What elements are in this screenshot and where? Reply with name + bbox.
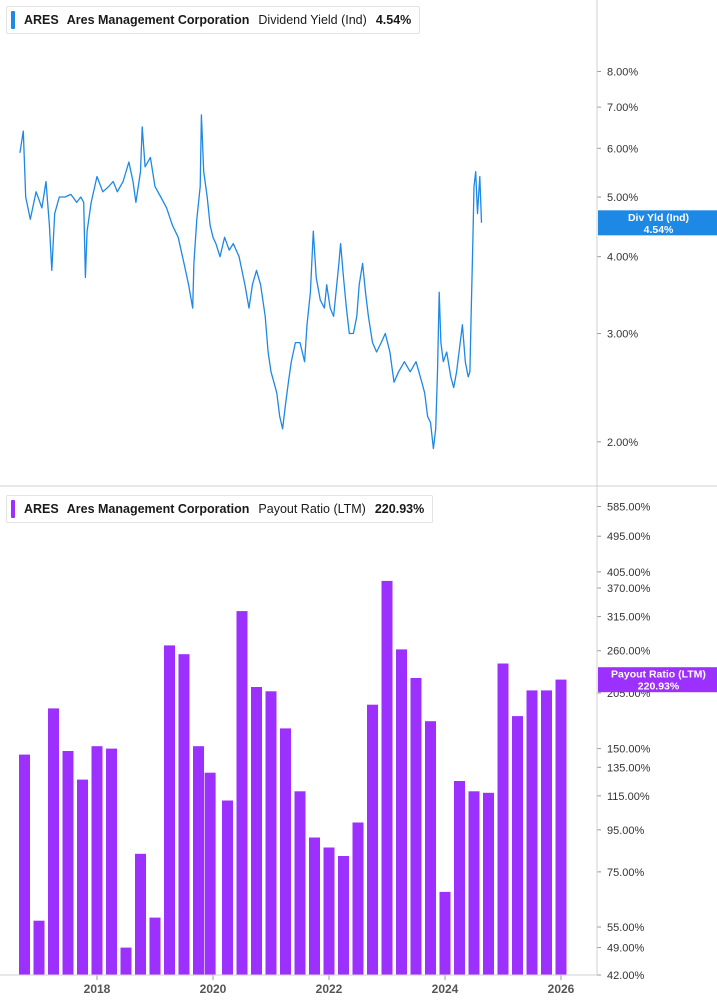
y-tick-label: 150.00% [607,744,651,756]
x-axis: 2018 2020 2022 2024 2026 [84,975,575,996]
payout-ratio-bar [204,772,216,975]
payout-ratio-bar [497,663,509,975]
payout-ratio-bar [381,580,393,975]
payout-ratio-bar [178,654,190,975]
y-tick-label: 495.00% [607,531,651,543]
payout-ratio-bar [91,746,103,975]
payout-ratio-bar [555,679,567,975]
payout-ratio-bar [425,721,436,975]
payout-ratio-bar [33,920,45,975]
current-value-badge [598,210,717,236]
payout-ratio-bar [323,847,335,975]
payout-ratio-bar [236,611,248,975]
y-tick-label: 5.00% [607,192,638,204]
metric-name: Dividend Yield (Ind) [258,13,367,27]
payout-ratio-bar [396,649,407,975]
dividend-yield-panel: 8.00% 7.00% 6.00% 5.00% 4.00% 3.00% 2.00% Div Y… [19,66,717,450]
current-value-badge [598,667,717,693]
x-tick-label: 2024 [432,982,459,996]
payout-ratio-bar [367,704,378,975]
badge-metric-label: Payout Ratio (LTM) [611,669,706,681]
payout-ratio-bar [265,691,277,975]
y-tick-label: 95.00% [607,825,645,837]
y-tick-label: 3.00% [607,329,638,341]
payout-ratio-bar [454,781,465,975]
payout-ratio-bar [222,800,233,975]
payout-ratio-series-swatch [11,500,15,518]
payout-ratio-bar [541,690,552,975]
payout-ratio-legend: ARES Ares Management Corporation Payout … [6,495,434,523]
payout-ratio-bar [48,708,59,975]
company-name: Ares Management Corporation [66,13,250,27]
y-tick-label: 75.00% [607,867,645,879]
payout-ratio-bar [62,751,74,975]
payout-ratio-bar [526,690,538,975]
payout-ratio-panel: 585.00% 495.00% 405.00% 370.00% 315.00% 260.0… [19,502,717,982]
payout-ratio-bar [483,792,494,975]
payout-ratio-bar [149,917,161,975]
badge-metric-value: 4.54% [644,224,674,236]
x-tick-label: 2022 [316,982,343,996]
payout-ratio-bar [294,791,306,975]
x-tick-label: 2026 [548,982,575,996]
payout-ratio-bar [77,779,88,975]
payout-ratio-bar [468,791,480,975]
y-tick-label: 7.00% [607,102,638,114]
payout-ratio-bar [19,754,30,975]
payout-ratio-bar [135,853,146,975]
dividend-yield-series-swatch [11,11,15,29]
metric-value: 4.54% [375,13,412,27]
payout-ratio-bar [410,678,422,975]
payout-ratio-bar [352,822,364,975]
payout-ratio-bar [338,856,349,975]
y-tick-label: 315.00% [607,612,651,624]
payout-ratio-bar [164,645,175,975]
x-tick-label: 2018 [84,982,111,996]
y-tick-label: 2.00% [607,437,638,449]
ticker-symbol: ARES [24,502,59,516]
y-tick-label: 6.00% [607,143,638,155]
payout-ratio-bar [280,728,291,975]
dividend-yield-legend: ARES Ares Management Corporation Dividen… [6,6,421,34]
y-tick-label: 115.00% [607,791,650,803]
badge-metric-label: Div Yld (Ind) [628,212,689,224]
y-tick-label: 42.00% [607,970,645,982]
dividend-yield-line [19,114,483,450]
metric-value: 220.93% [374,502,425,516]
y-tick-label: 585.00% [607,502,651,514]
y-tick-label: 4.00% [607,252,638,264]
payout-ratio-bar [120,947,132,975]
payout-ratio-bar [439,891,451,975]
payout-ratio-bar [193,746,204,975]
y-tick-label: 260.00% [607,646,651,658]
y-tick-label: 55.00% [607,922,645,934]
ticker-symbol: ARES [24,13,59,27]
y-tick-label: 8.00% [607,66,638,78]
payout-ratio-bar [309,837,320,975]
payout-ratio-bar [106,748,117,975]
metric-name: Payout Ratio (LTM) [258,502,366,516]
x-tick-label: 2020 [200,982,227,996]
payout-ratio-bar [251,687,262,975]
payout-ratio-bar [512,716,523,975]
badge-metric-value: 220.93% [638,681,680,693]
y-tick-label: 370.00% [607,583,651,595]
y-tick-label: 49.00% [607,943,645,955]
y-tick-label: 135.00% [607,762,651,774]
y-tick-label: 405.00% [607,567,651,579]
company-name: Ares Management Corporation [66,502,250,516]
